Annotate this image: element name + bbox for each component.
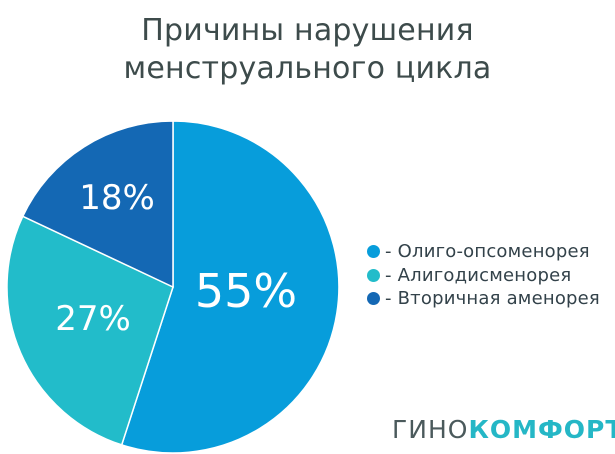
chart-title: Причины нарушения менструального цикла [0,12,615,88]
legend-dot-icon [367,292,380,306]
legend-label: - Вторичная аменорея [385,288,600,310]
legend-label: - Алигодисменорея [385,264,572,286]
legend-item-secondary-amenorrhea: - Вторичная аменорея [367,287,600,311]
legend-item-algodysmenorrhea: - Алигодисменорея [367,264,600,288]
chart-title-line-1: Причины нарушения [141,13,474,48]
brand-logo: ГИНОКОМФОРТ® [392,415,615,444]
pie-slice-secondary-amenorrhea [21,120,174,289]
legend-dot-icon [367,245,380,259]
pie-slice-oligo-opsomenorrhea [120,120,340,454]
chart-legend: - Олиго-опсоменорея - Алигодисменорея - … [367,240,600,311]
slice-label-18: 18% [79,178,155,218]
brand-logo-part-2: КОМФОРТ [468,415,615,444]
slice-label-27: 27% [55,299,131,339]
brand-logo-part-1: ГИНО [392,415,469,444]
legend-label: - Олиго-опсоменорея [385,241,590,263]
slice-label-55: 55% [195,264,297,318]
legend-item-oligo-opsomenorrhea: - Олиго-опсоменорея [367,240,600,264]
chart-title-line-2: менструального цикла [123,51,492,86]
legend-dot-icon [367,268,380,282]
pie-slice-algodysmenorrhea [6,215,174,446]
